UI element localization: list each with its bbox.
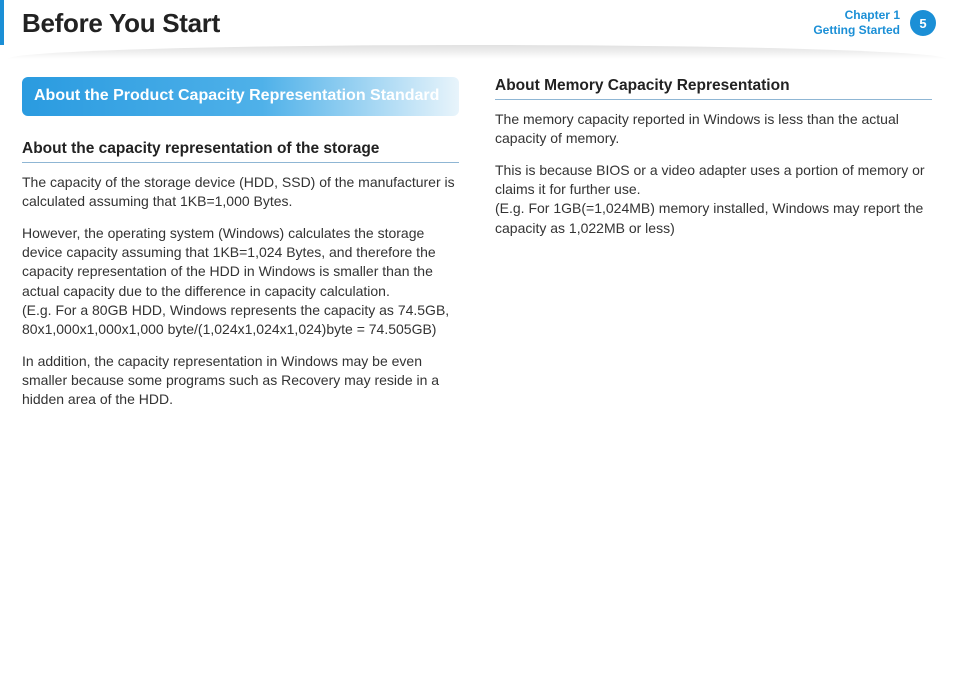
content-area: About the Product Capacity Representatio… bbox=[0, 77, 954, 409]
callout-box: About the Product Capacity Representatio… bbox=[22, 77, 459, 116]
chapter-line2: Getting Started bbox=[813, 23, 900, 38]
page-title: Before You Start bbox=[22, 8, 220, 39]
right-column: About Memory Capacity Representation The… bbox=[495, 77, 932, 409]
storage-paragraph-1: The capacity of the storage device (HDD,… bbox=[22, 173, 459, 212]
memory-paragraph-2: This is because BIOS or a video adapter … bbox=[495, 161, 932, 238]
storage-paragraph-3: In addition, the capacity representation… bbox=[22, 352, 459, 410]
memory-heading: About Memory Capacity Representation bbox=[495, 77, 932, 100]
chapter-line1: Chapter 1 bbox=[813, 8, 900, 23]
page-number-badge: 5 bbox=[910, 10, 936, 36]
memory-paragraph-1: The memory capacity reported in Windows … bbox=[495, 110, 932, 149]
storage-paragraph-2: However, the operating system (Windows) … bbox=[22, 224, 459, 340]
left-column: About the Product Capacity Representatio… bbox=[22, 77, 459, 409]
chapter-block: Chapter 1 Getting Started 5 bbox=[813, 8, 936, 38]
page-header: Before You Start Chapter 1 Getting Start… bbox=[0, 0, 954, 45]
chapter-label: Chapter 1 Getting Started bbox=[813, 8, 900, 38]
storage-heading: About the capacity representation of the… bbox=[22, 140, 459, 163]
header-shadow bbox=[8, 45, 946, 59]
